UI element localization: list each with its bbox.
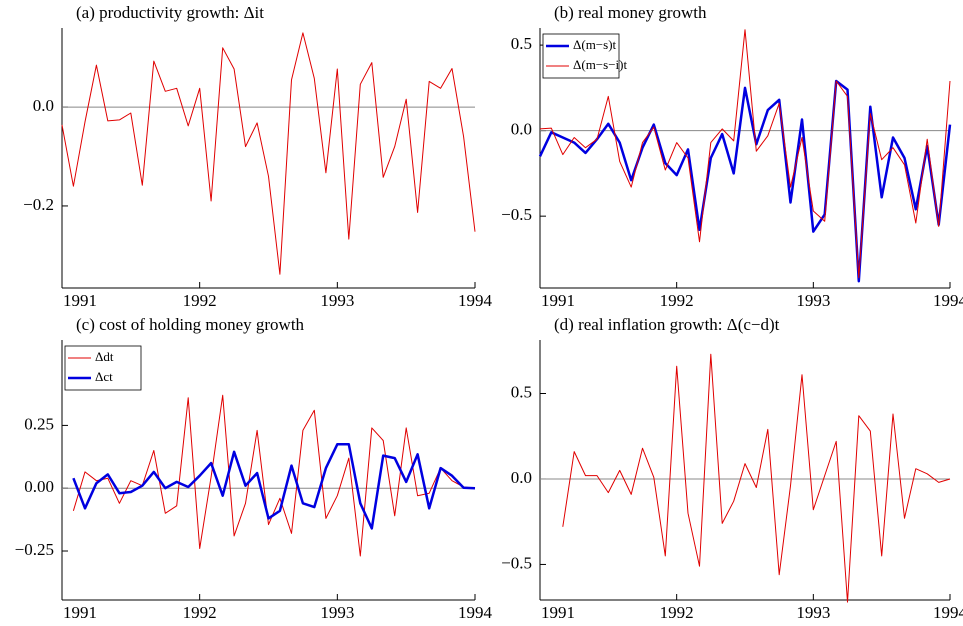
x-tick-label: 1994 bbox=[458, 291, 493, 310]
panel-title: (c) cost of holding money growth bbox=[76, 315, 305, 334]
x-tick-label: 1991 bbox=[63, 603, 97, 622]
y-tick-label: 0.0 bbox=[511, 468, 532, 487]
panel: (d) real inflation growth: Δ(c−d)t −0.5 0.… bbox=[501, 315, 963, 622]
series-line bbox=[538, 79, 952, 283]
legend: Δ(m−s)t Δ(m−s−i)t bbox=[542, 33, 627, 79]
legend: Δdt Δct bbox=[64, 345, 142, 391]
x-tick-label: 1992 bbox=[183, 603, 217, 622]
x-tick-label: 1994 bbox=[933, 603, 963, 622]
y-tick-label: 0.00 bbox=[24, 477, 54, 496]
legend-label: Δct bbox=[95, 369, 113, 384]
y-tick-label: 0.5 bbox=[511, 382, 532, 401]
panel: (c) cost of holding money growth −0.25 0.0… bbox=[15, 315, 493, 622]
x-tick-label: 1991 bbox=[541, 603, 575, 622]
x-tick-label: 1993 bbox=[320, 603, 354, 622]
x-tick-label: 1993 bbox=[320, 291, 354, 310]
x-tick-label: 1991 bbox=[63, 291, 97, 310]
panel-title: (a) productivity growth: Δit bbox=[76, 3, 264, 22]
x-tick-label: 1992 bbox=[183, 291, 217, 310]
legend-box bbox=[542, 33, 620, 79]
panel-title: (d) real inflation growth: Δ(c−d)t bbox=[554, 315, 780, 334]
legend-box bbox=[64, 345, 142, 391]
series-line bbox=[562, 353, 951, 603]
legend-label: Δdt bbox=[95, 349, 114, 364]
panel-title: (b) real money growth bbox=[554, 3, 707, 22]
y-tick-label: 0.25 bbox=[24, 414, 54, 433]
legend-label: Δ(m−s−i)t bbox=[573, 57, 627, 72]
x-tick-label: 1993 bbox=[796, 291, 830, 310]
series-line bbox=[61, 32, 476, 275]
y-tick-label: 0.0 bbox=[33, 96, 54, 115]
y-tick-label: 0.5 bbox=[511, 34, 532, 53]
x-tick-label: 1993 bbox=[796, 603, 830, 622]
panel: (a) productivity growth: Δit −0.2 0.0 1991 1… bbox=[23, 3, 492, 310]
x-tick-label: 1994 bbox=[933, 291, 963, 310]
y-tick-label: −0.5 bbox=[501, 205, 532, 224]
legend-label: Δ(m−s)t bbox=[573, 37, 617, 52]
x-tick-label: 1994 bbox=[458, 603, 493, 622]
x-tick-label: 1992 bbox=[660, 603, 694, 622]
y-tick-label: −0.5 bbox=[501, 553, 532, 572]
series-line bbox=[72, 443, 476, 530]
x-tick-label: 1991 bbox=[541, 291, 575, 310]
series-line bbox=[72, 394, 476, 557]
x-tick-label: 1992 bbox=[660, 291, 694, 310]
series-line bbox=[539, 29, 951, 279]
y-tick-label: −0.2 bbox=[23, 195, 54, 214]
y-tick-label: −0.25 bbox=[15, 540, 54, 559]
y-tick-label: 0.0 bbox=[511, 120, 532, 139]
panel: (b) real money growth −0.5 0.0 0.5 1991 1992 1… bbox=[501, 3, 963, 310]
